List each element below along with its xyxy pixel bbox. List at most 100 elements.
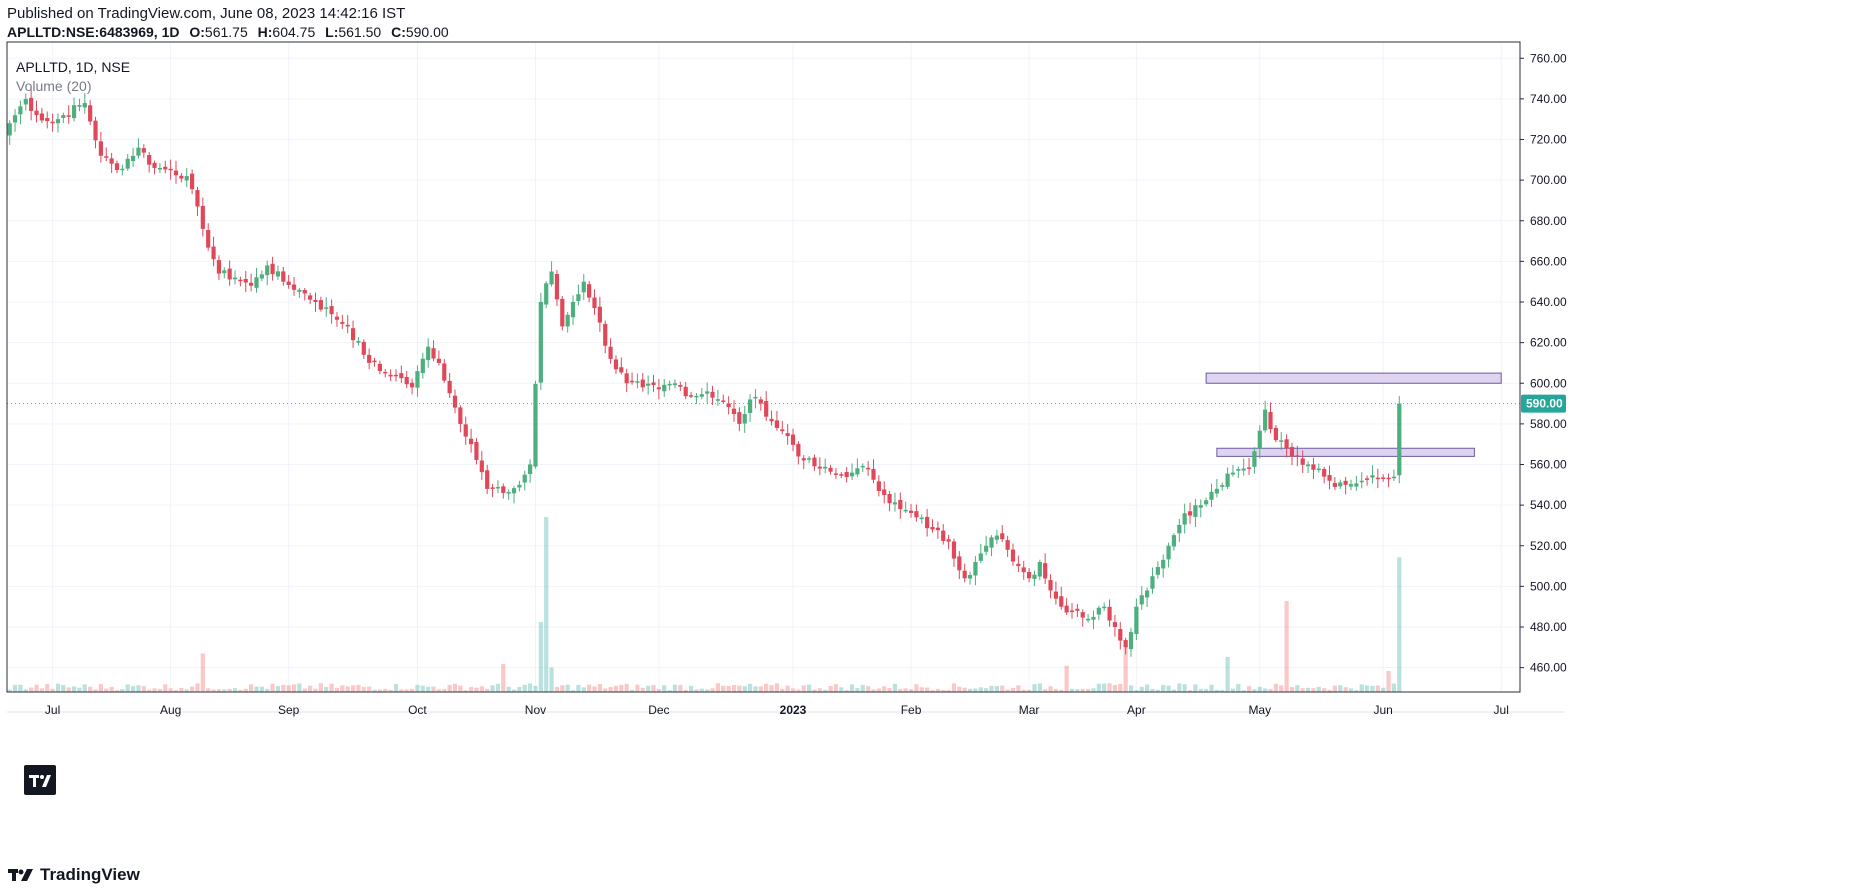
candle xyxy=(581,274,586,301)
volume-bar xyxy=(1257,686,1262,692)
candle xyxy=(93,116,98,149)
candle xyxy=(1021,560,1026,580)
candle xyxy=(646,375,651,395)
candle xyxy=(45,111,50,129)
candle xyxy=(1311,457,1316,479)
low-value: 561.50 xyxy=(338,24,382,40)
volume-bar xyxy=(646,685,651,692)
volume-bar xyxy=(1273,683,1278,692)
candle xyxy=(313,292,318,312)
candle xyxy=(544,281,549,309)
candle xyxy=(549,261,554,287)
volume-bar xyxy=(206,688,211,692)
volume-bar xyxy=(34,684,39,692)
candle xyxy=(785,424,790,445)
candle xyxy=(780,420,785,435)
y-tick-label: 460.00 xyxy=(1530,661,1567,675)
candle xyxy=(1359,472,1364,489)
volume-bar xyxy=(839,687,844,692)
volume-bar xyxy=(903,688,908,692)
y-tick-label: 620.00 xyxy=(1530,336,1567,350)
candle xyxy=(1145,587,1150,607)
candle xyxy=(302,287,307,301)
volume-bar xyxy=(1102,683,1107,692)
candle xyxy=(946,534,951,550)
candle xyxy=(651,374,656,392)
candle xyxy=(935,521,940,539)
candle xyxy=(919,514,924,524)
volume-bar xyxy=(12,684,18,692)
candle xyxy=(1187,502,1193,524)
candle xyxy=(560,295,565,331)
candle xyxy=(1026,568,1032,583)
candle xyxy=(903,501,908,514)
volume-bar xyxy=(629,689,635,692)
close-label: C: xyxy=(391,24,406,40)
candle xyxy=(528,459,533,483)
x-tick-label: Dec xyxy=(648,703,669,717)
volume-bar xyxy=(1005,689,1010,692)
candle xyxy=(1220,482,1225,491)
volume-bar xyxy=(737,685,742,692)
candle xyxy=(796,441,801,465)
candle xyxy=(71,97,77,122)
volume-bar xyxy=(254,686,259,692)
volume-bar xyxy=(544,517,549,692)
candle xyxy=(624,368,629,393)
resistance-zones[interactable] xyxy=(1205,372,1502,457)
candle xyxy=(1048,574,1053,599)
volume-bar xyxy=(1085,688,1091,692)
volume-bar xyxy=(372,689,377,692)
volume-bar xyxy=(774,683,780,692)
volume-bar xyxy=(1010,687,1016,692)
candle xyxy=(286,274,291,289)
candle xyxy=(1338,479,1343,489)
candle xyxy=(7,120,12,145)
footer-brand[interactable]: TradingView xyxy=(8,865,140,885)
volume-bar xyxy=(506,686,511,692)
zone-rectangle[interactable] xyxy=(1205,372,1502,384)
candle xyxy=(200,197,205,237)
candle xyxy=(742,405,747,433)
candle xyxy=(994,529,999,545)
volume-bar xyxy=(420,685,425,692)
volume-bar xyxy=(93,689,98,692)
candle xyxy=(1386,473,1391,488)
candle xyxy=(265,260,270,286)
x-tick-label: Feb xyxy=(901,703,922,717)
candle xyxy=(758,396,763,411)
candle xyxy=(1268,402,1273,434)
candle xyxy=(447,372,452,398)
candle xyxy=(29,89,34,121)
candle xyxy=(1364,475,1370,486)
volume-bar xyxy=(1359,684,1364,692)
candle xyxy=(678,381,683,392)
volume-bar xyxy=(222,689,227,692)
volume-bar xyxy=(876,688,881,692)
volume-bar xyxy=(474,687,479,692)
candle xyxy=(109,153,114,173)
y-tick-label: 740.00 xyxy=(1530,92,1567,106)
volume-bar xyxy=(801,685,806,692)
volume-bar xyxy=(1182,684,1187,692)
volume-bar xyxy=(667,690,672,692)
volume-bar xyxy=(1370,685,1375,692)
volume-bar xyxy=(179,687,184,692)
candle xyxy=(699,387,704,400)
volume-bar xyxy=(790,688,796,692)
volume-bar xyxy=(45,683,50,692)
candle xyxy=(1246,457,1252,475)
volume-bar xyxy=(399,689,404,692)
candle xyxy=(1198,499,1203,518)
volume-bar xyxy=(967,688,973,692)
candle xyxy=(683,382,688,400)
volume-bar xyxy=(742,686,747,692)
volume-bar xyxy=(415,684,420,692)
candle xyxy=(849,463,855,481)
zone-rectangle[interactable] xyxy=(1216,447,1475,457)
volume-bar xyxy=(388,689,393,692)
x-tick-label: 2023 xyxy=(780,703,807,717)
x-tick-label: Jul xyxy=(45,703,60,717)
volume-bar xyxy=(66,687,71,692)
